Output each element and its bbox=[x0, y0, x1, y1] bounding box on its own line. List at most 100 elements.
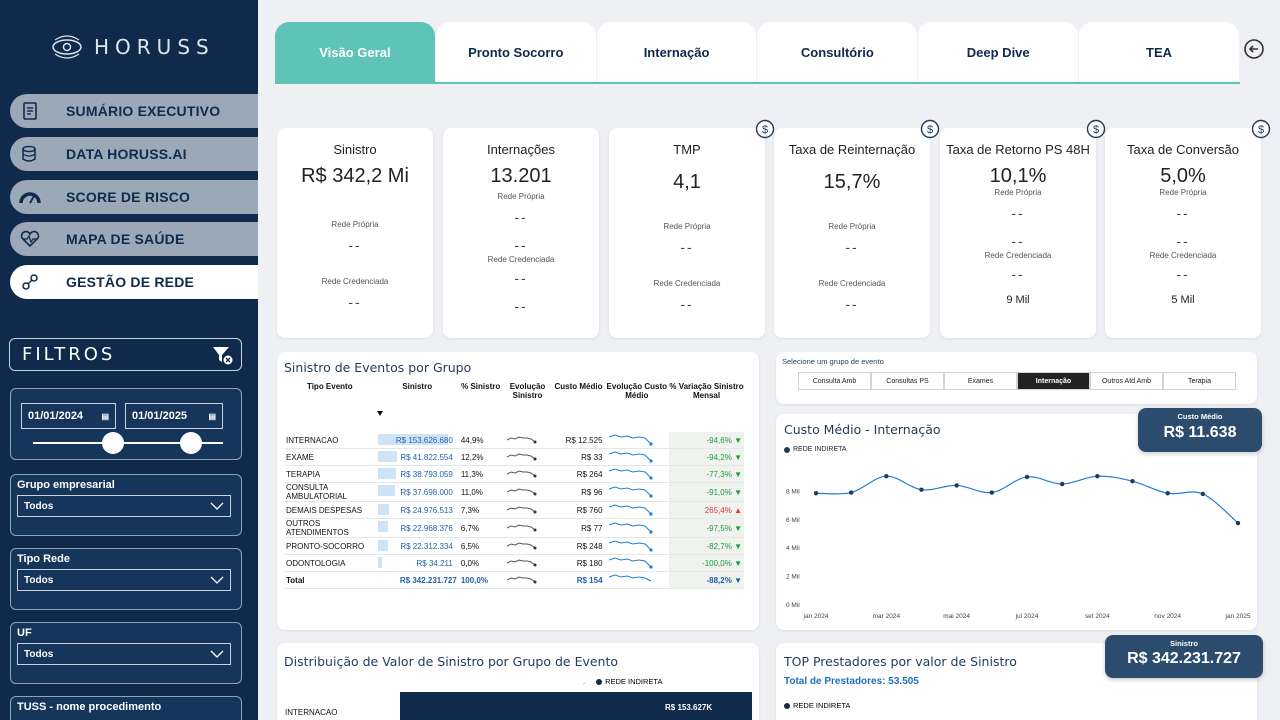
nav-data-horuss[interactable]: DATA HORUSS.AI bbox=[10, 137, 258, 171]
tab-visao-geral[interactable]: Visão Geral bbox=[275, 22, 435, 82]
dollar-icon[interactable]: $ bbox=[755, 119, 775, 139]
data-point[interactable] bbox=[1095, 474, 1100, 479]
x-tick-label: nov 2024 bbox=[1154, 613, 1181, 620]
cell-sinistro: R$ 22.312.334 bbox=[375, 537, 459, 555]
top-prestadores-legend: REDE INDIRETA bbox=[784, 701, 850, 710]
kpi-count: 9 Mil bbox=[1006, 294, 1030, 306]
data-point[interactable] bbox=[1200, 491, 1206, 497]
legend-dot bbox=[784, 702, 790, 709]
table-row[interactable]: ODONTOLOGIA R$ 34.211 0,0% R$ 180 -100,0% ▼ bbox=[284, 554, 744, 572]
data-point[interactable] bbox=[919, 487, 924, 492]
segment-consultas-ps[interactable]: Consultas PS bbox=[871, 372, 944, 390]
sparkline bbox=[506, 453, 537, 461]
nav-score-de-risco[interactable]: SCORE DE RISCO bbox=[10, 180, 258, 214]
cell-sinistro-value: R$ 153.626.680 bbox=[395, 435, 453, 445]
dollar-icon[interactable]: $ bbox=[920, 119, 940, 139]
col-header[interactable]: Evolução Sinistro bbox=[509, 382, 546, 400]
cell-sinistro: R$ 37.698.000 bbox=[375, 482, 459, 502]
col-header[interactable]: % Variação Sinistro Mensal bbox=[669, 382, 744, 400]
col-header[interactable]: Custo Médio bbox=[554, 382, 603, 391]
table-row[interactable]: CONSULTA AMBULATORIAL R$ 37.698.000 11,0% R… bbox=[284, 482, 744, 502]
data-point[interactable] bbox=[1165, 491, 1170, 496]
cell-sinistro: R$ 41.822.554 bbox=[375, 448, 459, 466]
segment-outros-atd-amb[interactable]: Outros Atd Amb bbox=[1090, 372, 1163, 390]
date-slider-track[interactable] bbox=[33, 442, 223, 444]
network-icon bbox=[10, 265, 50, 299]
dollar-icon[interactable]: $ bbox=[1086, 119, 1106, 139]
sinistro-data-bar bbox=[377, 468, 396, 479]
cell-evolucao-sinistro bbox=[502, 501, 553, 519]
kpi-value: -- bbox=[514, 237, 528, 253]
col-header[interactable]: Tipo Evento bbox=[306, 382, 353, 391]
kpi-count: 5 Mil bbox=[1171, 294, 1195, 306]
cell-pct: 11,0% bbox=[458, 482, 503, 502]
segment-terapia[interactable]: Terapia bbox=[1163, 372, 1236, 390]
cell-variacao: -97,5% ▼ bbox=[669, 518, 744, 538]
data-point[interactable] bbox=[989, 490, 995, 495]
line-chart: 0 Mil 2 Mil 4 Mil 6 Mil 8 Mil jan 2024 mar 202… bbox=[786, 474, 1251, 620]
table-row[interactable]: PRONTO-SOCORRO R$ 22.312.334 6,5% R$ 248 -82… bbox=[284, 537, 744, 555]
tipo-rede-select[interactable]: Todos bbox=[17, 569, 231, 591]
grupo-select[interactable]: Todos bbox=[17, 495, 231, 517]
tab-pronto-socorro[interactable]: Pronto Socorro bbox=[435, 22, 596, 82]
events-table-title: Sinistro de Eventos por Grupo bbox=[284, 360, 472, 375]
nav-sumario-executivo[interactable]: SUMÁRIO EXECUTIVO bbox=[10, 94, 258, 128]
arrow-down-icon: ▼ bbox=[734, 452, 742, 462]
kpi-value-rede-credenciada: -- bbox=[348, 294, 362, 310]
segment-consulta-amb[interactable]: Consulta Amb bbox=[798, 372, 871, 390]
sparkline bbox=[506, 559, 537, 567]
sort-desc-icon[interactable] bbox=[377, 411, 383, 416]
kpi-value: -- bbox=[1011, 233, 1025, 249]
date-slider-start-handle[interactable] bbox=[102, 432, 124, 454]
data-point[interactable] bbox=[813, 491, 819, 496]
nav-gestao-de-rede[interactable]: GESTÃO DE REDE bbox=[10, 265, 258, 299]
back-arrow-icon[interactable] bbox=[1243, 38, 1265, 60]
clear-filter-icon[interactable] bbox=[211, 344, 233, 366]
cell-evolucao-sinistro bbox=[502, 448, 553, 466]
tab-tea[interactable]: TEA bbox=[1079, 22, 1239, 82]
kpi-value: 4,1 bbox=[673, 171, 701, 193]
cell-variacao: -88,2% ▼ bbox=[669, 571, 744, 589]
kpi-value-rede-credenciada: -- bbox=[1176, 266, 1190, 282]
table-row[interactable]: INTERNACAO R$ 153.626.680 44,9% R$ 12.525 -9… bbox=[284, 432, 744, 449]
data-point[interactable] bbox=[954, 483, 959, 488]
uf-select[interactable]: Todos bbox=[17, 643, 231, 665]
segment-exames[interactable]: Exames bbox=[944, 372, 1017, 390]
tipo-rede-select-value: Todos bbox=[24, 574, 54, 586]
table-row[interactable]: TERAPIA R$ 38.793.059 11,3% R$ 264 -77,3% ▼ bbox=[284, 465, 744, 483]
tab-deep-dive[interactable]: Deep Dive bbox=[918, 22, 1079, 82]
dollar-icon[interactable]: $ bbox=[1251, 119, 1271, 139]
cell-custo: R$ 264 bbox=[552, 465, 605, 483]
data-point[interactable] bbox=[1235, 520, 1241, 526]
data-point[interactable] bbox=[1024, 474, 1030, 480]
date-end-value: 01/01/2025 bbox=[132, 410, 188, 422]
table-row[interactable]: OUTROS ATENDIMENTOS R$ 22.968.376 6,7% R$ 7… bbox=[284, 518, 744, 538]
data-point[interactable] bbox=[848, 490, 854, 495]
date-slider-end-handle[interactable] bbox=[180, 432, 202, 454]
cell-pct: 0,0% bbox=[458, 554, 503, 572]
data-point[interactable] bbox=[884, 474, 889, 479]
cell-evolucao-custo bbox=[604, 501, 670, 519]
x-tick-label: jan 2025 bbox=[1225, 613, 1251, 620]
col-header[interactable]: Evolução Custo Médio bbox=[606, 382, 667, 400]
date-start-input[interactable]: 01/01/2024 ▤ bbox=[21, 403, 116, 429]
arrow-down-icon: ▼ bbox=[734, 469, 742, 479]
badge-value: R$ 342.231.727 bbox=[1127, 650, 1241, 667]
col-header[interactable]: Sinistro bbox=[402, 382, 433, 391]
col-header[interactable]: % Sinistro bbox=[461, 382, 501, 391]
tab-internacao[interactable]: Internação bbox=[596, 22, 757, 82]
segment-internacao[interactable]: Internação bbox=[1017, 372, 1090, 390]
table-row[interactable]: DEMAIS DESPESAS R$ 24.976.513 7,3% R$ 760 26… bbox=[284, 501, 744, 519]
cell-tipo: PRONTO-SOCORRO bbox=[284, 537, 376, 555]
distribution-bar[interactable] bbox=[400, 692, 752, 720]
bar-value-label: R$ 153.627K bbox=[665, 703, 713, 712]
table-row[interactable]: EXAME R$ 41.822.554 12,2% R$ 33 -94,2% ▼ bbox=[284, 448, 744, 466]
nav-mapa-de-saude[interactable]: MAPA DE SAÚDE bbox=[10, 222, 258, 256]
tab-consultorio[interactable]: Consultório bbox=[757, 22, 918, 82]
date-end-input[interactable]: 01/01/2025 ▤ bbox=[125, 403, 223, 429]
arrow-down-icon: ▼ bbox=[734, 435, 742, 445]
sinistro-data-bar bbox=[377, 557, 382, 568]
data-point[interactable] bbox=[1130, 478, 1135, 484]
grupo-filter-label: Grupo empresarial bbox=[17, 479, 115, 491]
data-point[interactable] bbox=[1059, 481, 1065, 487]
